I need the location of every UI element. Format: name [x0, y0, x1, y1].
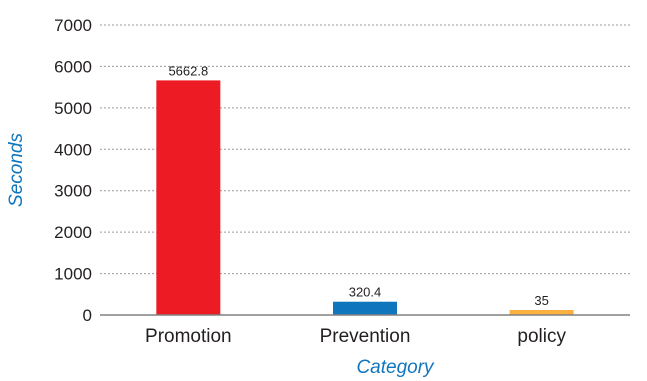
x-axis-title: Category: [356, 357, 435, 378]
y-tick-label: 5000: [54, 99, 92, 118]
bar: [333, 301, 397, 315]
y-tick-label: 7000: [54, 16, 92, 35]
bar: [509, 310, 574, 315]
y-tick-label: 2000: [54, 223, 92, 242]
data-label: 5662.8: [168, 63, 208, 78]
y-tick-label: 4000: [54, 140, 92, 159]
y-tick-label: 0: [83, 306, 92, 325]
y-tick-label: 6000: [54, 57, 92, 76]
y-axis-title: Seconds: [6, 133, 27, 207]
x-tick-label: Promotion: [145, 326, 232, 347]
x-tick-label: policy: [517, 326, 566, 347]
x-tick-label: Prevention: [320, 326, 411, 347]
bar: [156, 80, 221, 315]
data-label: 320.4: [349, 285, 382, 300]
y-tick-label: 1000: [54, 265, 92, 284]
y-tick-label: 3000: [54, 182, 92, 201]
y-axis-ticks: 0 1000 2000 3000 4000 5000 6000 7000: [54, 16, 92, 325]
data-label: 35: [534, 293, 548, 308]
bars: 5662.8 320.4 35: [156, 63, 574, 315]
x-axis-ticks: Promotion Prevention policy: [145, 326, 566, 347]
